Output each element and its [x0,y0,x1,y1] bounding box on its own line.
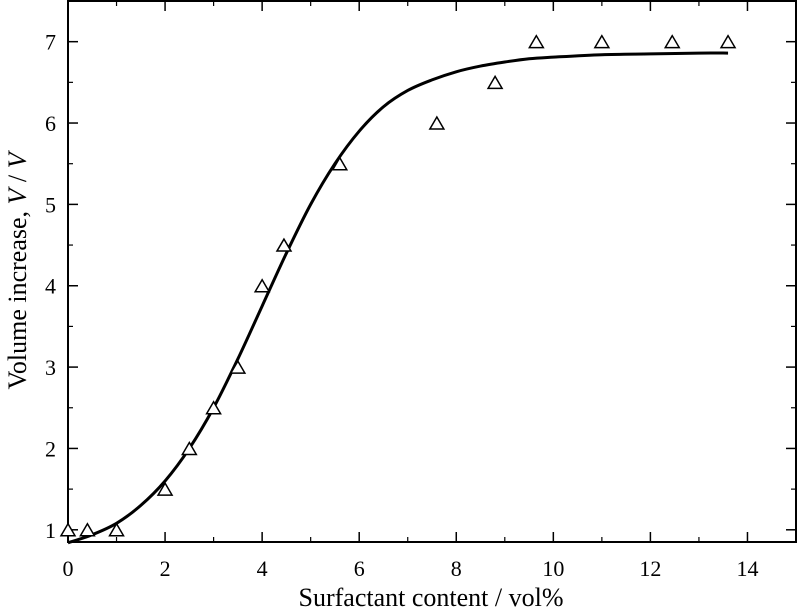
data-point-triangle [205,400,222,415]
data-point-triangle [275,237,293,252]
y-axis-label-var1: V [3,185,32,204]
y-tick-label: 6 [45,111,56,136]
y-tick-label: 7 [45,30,56,55]
y-tick-label: 4 [45,274,56,299]
data-point-triangle [593,34,611,49]
y-tick-label: 3 [45,355,56,380]
plot-frame [67,0,797,543]
data-point-triangle [663,34,681,49]
data-points [59,34,737,537]
y-tick-label: 1 [45,518,56,543]
y-axis-label-var2: V [3,149,32,168]
data-point-triangle [719,34,737,49]
x-tick-label: 8 [451,556,462,581]
y-tick-label: 2 [45,436,56,461]
y-axis-label-sep: / [3,168,32,188]
data-point-triangle [181,440,198,456]
data-point-triangle [428,115,446,130]
x-tick-label: 4 [257,556,268,581]
data-point-triangle [331,156,349,171]
data-point-triangle [156,481,174,496]
x-tick-label: 2 [160,556,171,581]
data-point-triangle [79,522,96,537]
y-tick-label: 5 [45,192,56,217]
data-point-triangle [486,74,504,90]
data-point-triangle [528,34,545,49]
x-tick-label: 14 [736,556,758,581]
x-tick-label: 6 [354,556,365,581]
x-tick-label: 12 [639,556,661,581]
y-axis-label: Volume increase, V / V [3,149,32,389]
data-point-triangle [253,278,271,293]
fit-curve [67,51,729,545]
x-tick-label: 10 [542,556,564,581]
y-axis-label-main: Volume increase, [3,204,32,389]
axis-ticks [67,0,797,542]
data-point-triangle [59,522,77,537]
data-point-triangle [229,359,247,374]
data-point-triangle [108,522,125,537]
x-tick-label: 0 [63,556,74,581]
x-axis-label: Surfactant content / vol% [299,583,564,611]
